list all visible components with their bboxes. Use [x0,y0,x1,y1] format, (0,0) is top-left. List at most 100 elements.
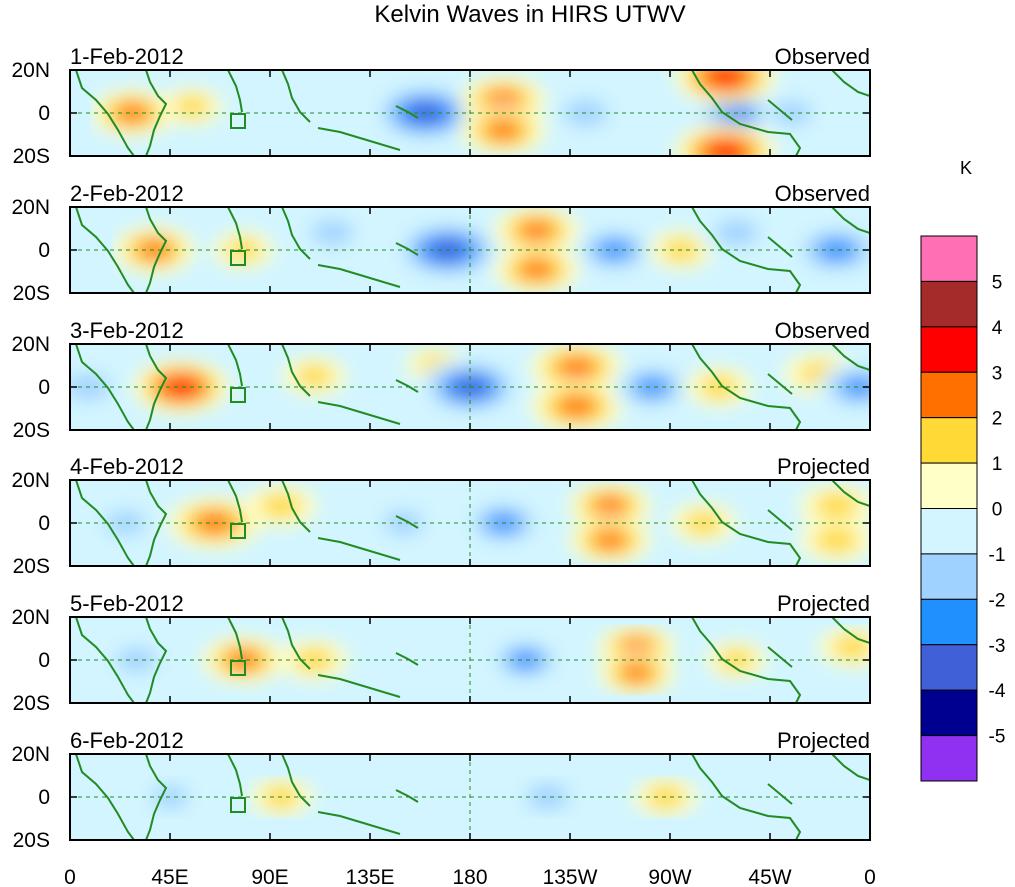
panel-1: 20N 0 20S 1-Feb-2012 Observed [11,44,871,168]
anomaly-contour [526,784,569,810]
colorbar-level-label: -3 [989,636,1006,657]
region-box [230,250,246,266]
chart-title: Kelvin Waves in HIRS UTWV [374,1,685,28]
y-tick-label: 20S [13,555,50,578]
anomaly-contour [485,90,522,111]
x-tick-label: 0 [864,866,876,887]
x-tick-label: 135E [345,866,394,887]
y-tick-label: 20S [13,829,50,852]
anomaly-blobs [92,482,870,564]
region-box [230,113,246,129]
y-tick-label: 0 [38,649,50,672]
panel-kind: Projected [777,728,870,753]
anomaly-contour [817,239,857,261]
colorbar-level-label: 3 [992,363,1003,384]
region-box [230,523,246,539]
anomaly-contour [311,220,354,246]
y-tick-label: 20N [11,743,50,766]
colorbar-segment [920,235,978,282]
x-tick-label: 90E [251,866,288,887]
colorbar-segment [920,462,978,510]
panel-5: 20N 0 20S 5-Feb-2012 Projected [11,591,871,715]
anomaly-contour [620,663,653,683]
anomaly-contour [383,511,423,535]
anomaly-contour [592,496,628,516]
colorbar-level-label: 4 [992,318,1003,339]
colorbar-segment [920,326,978,373]
colorbar-segment [920,598,978,646]
colorbar-level-label: -1 [989,545,1006,566]
colorbar-unit-label: K [960,158,972,178]
anomaly-contour [814,492,859,519]
anomaly-contour [295,364,334,388]
y-tick-label: 20S [13,692,50,715]
anomaly-contour [635,377,670,397]
colorbar-level-label: 0 [992,500,1003,521]
anomaly-contour [165,378,197,396]
coastline [75,70,870,156]
anomaly-contour [557,395,597,418]
x-tick-label: 45W [748,866,791,887]
anomaly-contour [259,493,303,519]
anomaly-contour [709,142,742,156]
y-tick-label: 20N [11,59,50,82]
y-tick-label: 20S [13,145,50,168]
panel-date: 6-Feb-2012 [70,728,184,753]
panel-3: 20N 0 20S 3-Feb-2012 Observed [11,318,871,442]
colorbar-segment [920,508,978,555]
region-box [230,797,246,813]
panel-kind: Observed [775,181,870,206]
panel-4: 20N 0 20S 4-Feb-2012 Projected [11,454,871,578]
anomaly-contour [518,259,555,280]
anomaly-blobs [139,775,820,819]
anomaly-contour [714,219,759,246]
colorbar-level-label: -4 [989,681,1006,702]
anomaly-blobs [102,624,870,696]
colorbar-segment [920,553,978,600]
anomaly-contour [294,648,335,672]
colorbar-segment [920,689,978,737]
y-tick-label: 0 [38,376,50,399]
y-tick-label: 20S [13,419,50,442]
panel-date: 1-Feb-2012 [70,44,184,69]
x-tick-label: 90W [648,866,691,887]
colorbar: K 5 4 3 2 1 0 -1 -2 -3 -4 -5 [920,158,1006,782]
colorbar-level-label: -2 [989,590,1006,611]
panel-date: 2-Feb-2012 [70,181,184,206]
x-tick-label: 135W [543,866,598,887]
panel-date: 3-Feb-2012 [70,318,184,343]
colorbar-level-label: 2 [992,409,1003,430]
colorbar-level-label: -5 [989,727,1006,748]
y-tick-label: 20S [13,282,50,305]
y-tick-label: 0 [38,239,50,262]
colorbar-segment [920,644,978,691]
colorbar-segment [920,371,978,419]
y-tick-label: 20N [11,333,50,356]
anomaly-contour [814,527,859,554]
panel-2: 20N 0 20S 2-Feb-2012 Observed [11,181,871,305]
y-tick-label: 20N [11,606,50,629]
x-tick-label: 45E [151,866,188,887]
panel-6: 20N 0 20S 6-Feb-2012 Projected [11,728,871,852]
coastline [75,207,870,293]
y-tick-label: 0 [38,786,50,809]
colorbar-level-label: 1 [992,454,1003,475]
anomaly-contour [832,635,870,659]
panel-date: 5-Feb-2012 [70,591,184,616]
anomaly-contour [509,650,542,670]
coastline [75,754,870,840]
x-axis: 0 45E 90E 135E 180 135W 90W 45W 0 [64,866,876,887]
anomaly-contour [485,120,522,141]
x-tick-label: 180 [452,866,487,887]
region-box [230,660,246,676]
anomaly-field [70,70,870,156]
anomaly-contour [106,511,146,535]
y-tick-label: 20N [11,469,50,492]
panel-kind: Projected [777,454,870,479]
y-tick-label: 0 [38,512,50,535]
panel-date: 4-Feb-2012 [70,454,184,479]
colorbar-segment [920,735,978,782]
x-tick-label: 0 [64,866,76,887]
coastline [75,344,870,430]
